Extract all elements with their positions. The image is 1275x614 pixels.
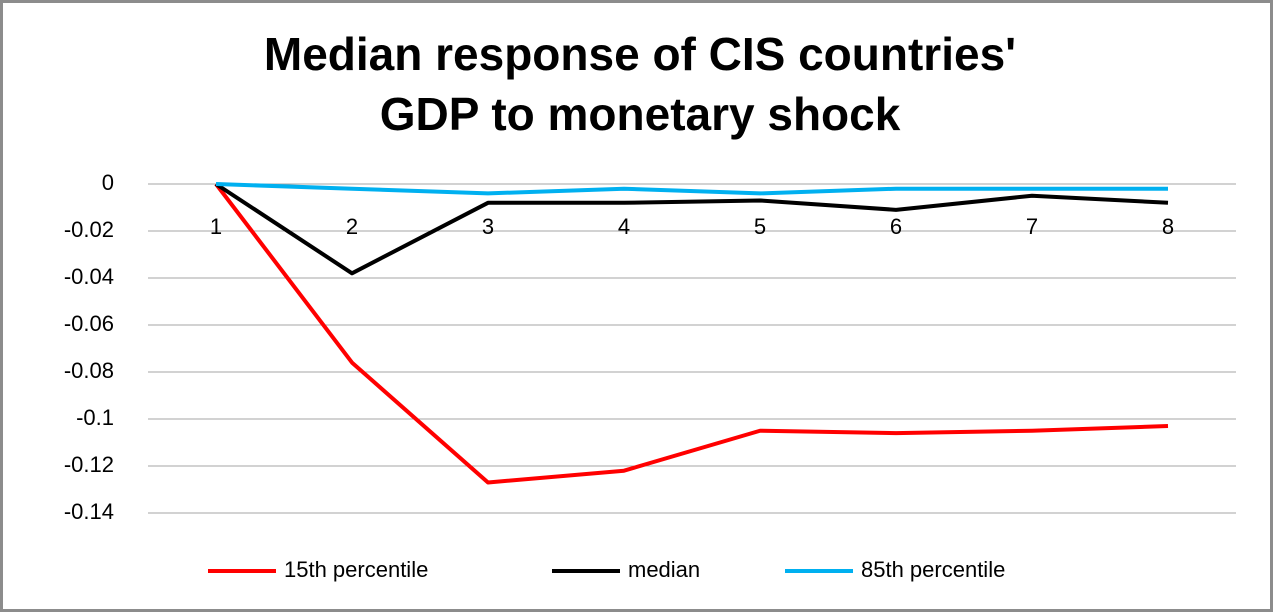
y-tick-label: -0.06 — [64, 311, 114, 336]
x-tick-label: 6 — [890, 214, 902, 239]
legend-label: 85th percentile — [861, 557, 1005, 582]
chart-title: Median response of CIS countries' — [264, 28, 1016, 80]
chart-title: GDP to monetary shock — [380, 88, 901, 140]
y-tick-label: -0.1 — [76, 405, 114, 430]
y-tick-label: -0.14 — [64, 499, 114, 524]
y-tick-label: -0.08 — [64, 358, 114, 383]
series-line — [215, 182, 1168, 196]
x-tick-label: 2 — [346, 214, 358, 239]
legend-label: median — [628, 557, 700, 582]
x-tick-label: 4 — [618, 214, 630, 239]
series-line — [214, 182, 1169, 485]
x-tick-label: 8 — [1162, 214, 1174, 239]
y-tick-label: -0.02 — [64, 217, 114, 242]
x-tick-label: 1 — [210, 214, 222, 239]
y-tick-label: 0 — [102, 170, 114, 195]
series-line — [214, 182, 1169, 276]
x-tick-label: 5 — [754, 214, 766, 239]
x-tick-label: 7 — [1026, 214, 1038, 239]
x-tick-label: 3 — [482, 214, 494, 239]
y-tick-label: -0.04 — [64, 264, 114, 289]
legend-label: 15th percentile — [284, 557, 428, 582]
y-tick-label: -0.12 — [64, 452, 114, 477]
